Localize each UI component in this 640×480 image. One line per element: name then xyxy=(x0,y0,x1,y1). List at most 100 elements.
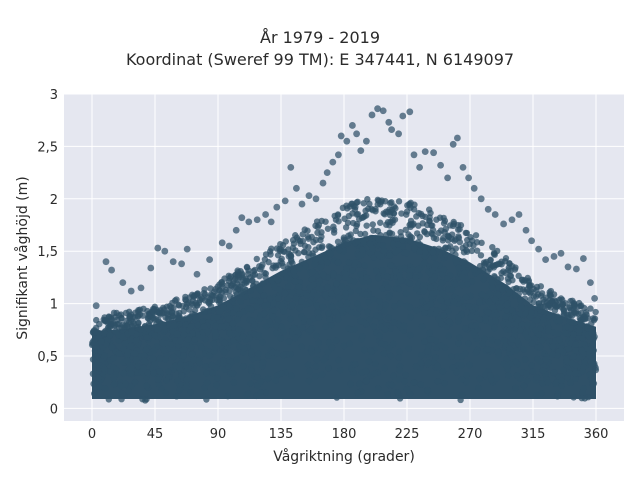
data-point xyxy=(183,300,191,308)
data-point xyxy=(442,225,450,233)
data-point xyxy=(551,307,559,314)
data-point xyxy=(265,258,272,266)
data-point xyxy=(381,326,389,333)
data-point xyxy=(396,366,403,374)
data-point xyxy=(245,218,253,226)
data-point xyxy=(531,335,538,343)
data-point xyxy=(521,295,529,302)
data-point xyxy=(238,214,246,222)
data-point xyxy=(149,355,157,362)
data-point xyxy=(267,218,275,226)
data-point xyxy=(503,306,510,314)
data-point xyxy=(343,202,350,209)
data-point xyxy=(296,288,303,295)
data-point xyxy=(274,350,281,357)
data-point xyxy=(506,289,513,297)
data-point xyxy=(90,380,97,388)
data-point xyxy=(260,280,267,287)
data-point xyxy=(370,227,377,234)
data-point xyxy=(572,308,580,315)
data-point xyxy=(392,235,400,242)
data-point xyxy=(455,340,462,347)
data-point xyxy=(274,316,282,324)
data-point xyxy=(395,354,402,361)
data-point xyxy=(127,383,135,390)
data-point xyxy=(320,356,328,364)
data-point xyxy=(324,348,332,356)
data-point xyxy=(372,312,380,319)
data-point xyxy=(448,353,455,360)
data-point xyxy=(425,359,432,366)
data-point xyxy=(522,226,530,234)
data-point xyxy=(403,211,410,218)
data-point xyxy=(89,370,97,378)
data-point xyxy=(281,197,289,205)
data-point xyxy=(491,324,498,332)
data-point xyxy=(522,356,529,363)
data-point xyxy=(496,304,504,311)
data-point xyxy=(157,311,164,318)
data-point xyxy=(318,244,325,252)
data-point xyxy=(550,253,558,260)
data-point xyxy=(544,379,552,386)
data-point xyxy=(299,324,306,332)
data-point xyxy=(201,384,209,391)
x-tick-label: 180 xyxy=(332,427,357,442)
data-point xyxy=(567,379,574,386)
data-point xyxy=(334,238,342,245)
data-point xyxy=(468,313,476,320)
data-point xyxy=(368,205,375,213)
data-point xyxy=(563,357,571,365)
data-point xyxy=(516,327,524,334)
data-point xyxy=(421,148,429,156)
data-point xyxy=(430,254,438,261)
data-point xyxy=(489,304,497,311)
data-point xyxy=(248,367,255,374)
data-point xyxy=(503,355,510,363)
data-point xyxy=(376,252,383,260)
data-point xyxy=(590,347,597,354)
data-point xyxy=(248,348,255,356)
data-point xyxy=(141,322,149,330)
data-point xyxy=(427,309,434,317)
data-point xyxy=(412,363,420,370)
data-point xyxy=(455,234,463,242)
data-point xyxy=(298,298,305,305)
data-point xyxy=(572,341,580,348)
data-point xyxy=(202,363,209,370)
data-point xyxy=(115,350,123,357)
data-point xyxy=(350,202,357,210)
data-point xyxy=(96,383,104,391)
data-point xyxy=(352,227,360,235)
data-point xyxy=(225,242,233,250)
data-point xyxy=(366,200,373,208)
data-point xyxy=(405,345,413,352)
data-point xyxy=(380,247,388,254)
data-point xyxy=(502,255,510,262)
data-point xyxy=(458,375,466,383)
data-point xyxy=(167,341,174,348)
data-point xyxy=(184,365,192,372)
data-point xyxy=(487,372,494,379)
data-point xyxy=(269,313,277,320)
data-point xyxy=(581,304,588,312)
data-point xyxy=(203,369,210,377)
data-point xyxy=(160,321,167,328)
data-point xyxy=(347,231,354,238)
data-point xyxy=(348,326,355,333)
data-point xyxy=(444,174,451,182)
data-point xyxy=(305,253,312,261)
data-point xyxy=(208,292,216,299)
data-point xyxy=(325,309,332,317)
data-point xyxy=(365,299,372,306)
data-point xyxy=(416,163,423,171)
data-point xyxy=(403,249,410,257)
data-point xyxy=(303,292,310,299)
data-point xyxy=(337,132,345,140)
data-point xyxy=(462,229,470,237)
data-point xyxy=(313,332,320,340)
data-point xyxy=(174,314,181,322)
data-point xyxy=(278,370,285,377)
data-point xyxy=(566,369,573,376)
data-point xyxy=(273,203,281,211)
